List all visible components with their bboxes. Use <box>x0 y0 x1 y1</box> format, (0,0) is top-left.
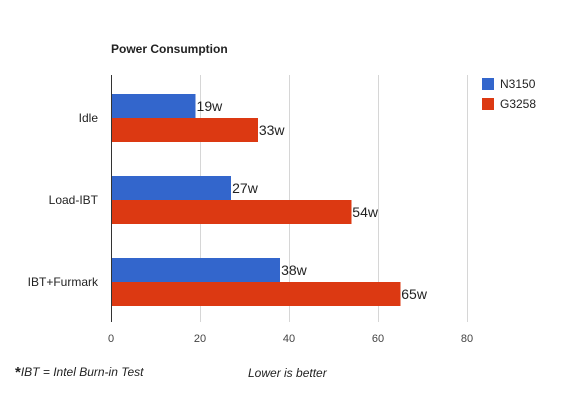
category-label: IBT+Furmark <box>28 275 99 289</box>
bar-n3150 <box>112 258 281 282</box>
legend-swatch-g3258 <box>482 98 494 110</box>
legend: N3150 G3258 <box>482 77 536 111</box>
category-label: Load-IBT <box>49 193 99 207</box>
data-label: 65w <box>401 286 428 302</box>
legend-swatch-n3150 <box>482 78 494 90</box>
data-label: 19w <box>197 98 224 114</box>
footnote-text: IBT = Intel Burn-in Test <box>21 365 144 379</box>
bar-n3150 <box>112 176 232 200</box>
bar-g3258 <box>112 118 258 142</box>
bar-g3258 <box>112 200 352 224</box>
legend-label: G3258 <box>500 97 536 111</box>
x-tick-label: 60 <box>372 333 384 345</box>
bar-g3258 <box>112 282 401 306</box>
data-label: 27w <box>232 180 259 196</box>
x-tick-label: 20 <box>194 333 206 345</box>
lower-is-better-note: Lower is better <box>248 366 328 380</box>
footnote: *IBT = Intel Burn-in Test <box>15 364 144 381</box>
x-tick-label: 40 <box>283 333 295 345</box>
data-label: 38w <box>281 262 308 278</box>
bars <box>112 94 401 306</box>
x-tick-labels: 0 20 40 60 80 <box>108 333 473 345</box>
x-tick-label: 0 <box>108 333 114 345</box>
category-label: Idle <box>79 111 99 125</box>
footnote-star: * <box>15 364 21 381</box>
x-tick-label: 80 <box>461 333 473 345</box>
bar-n3150 <box>112 94 196 118</box>
category-labels: Idle Load-IBT IBT+Furmark <box>28 111 99 289</box>
data-label: 54w <box>352 204 379 220</box>
chart-title: Power Consumption <box>111 42 228 56</box>
legend-label: N3150 <box>500 77 536 91</box>
data-label: 33w <box>259 122 286 138</box>
data-labels: 19w 33w 27w 54w 38w 65w <box>197 98 428 302</box>
